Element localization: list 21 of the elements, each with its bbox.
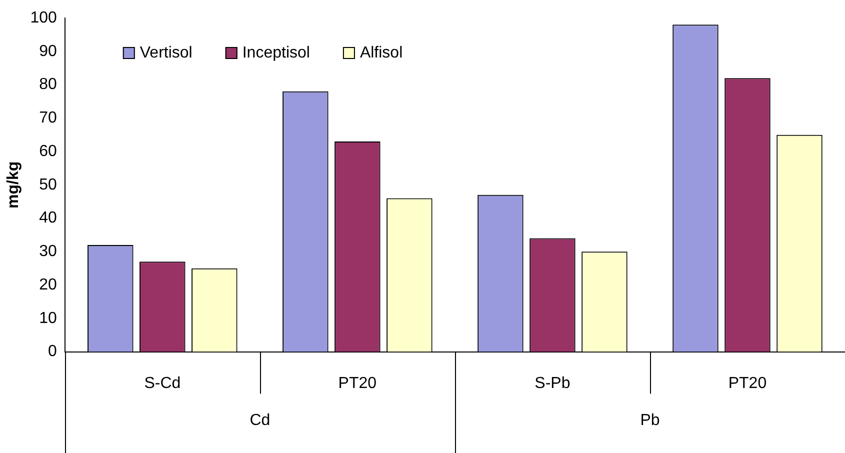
x-tick-label: S-Pb (534, 374, 570, 392)
y-tick-label: 50 (39, 176, 57, 194)
y-tick-label: 30 (39, 243, 57, 260)
x-tick-label: S-Cd (144, 374, 181, 392)
y-tick-label: 100 (30, 9, 57, 26)
text: Cd (250, 412, 270, 430)
y-tick-label: 10 (39, 310, 57, 327)
x-tick-label: PT20 (728, 374, 767, 392)
y-tick-label: 60 (39, 142, 57, 160)
legend-label: Alfisol (360, 44, 403, 62)
y-tick-label: 90 (39, 42, 57, 60)
y-tick-label: 40 (39, 210, 57, 227)
y-tick-label: 0 (48, 343, 57, 360)
y-tick-label: 70 (39, 110, 57, 127)
legend-label: Inceptisol (242, 44, 310, 62)
text: Pb (640, 412, 660, 430)
legend-label: Vertisol (140, 44, 192, 62)
y-axis-title: mg/kg (5, 161, 22, 208)
y-tick-label: 80 (39, 76, 57, 94)
y-tick-label: 20 (39, 276, 57, 294)
x-tick-label: PT20 (338, 374, 377, 392)
